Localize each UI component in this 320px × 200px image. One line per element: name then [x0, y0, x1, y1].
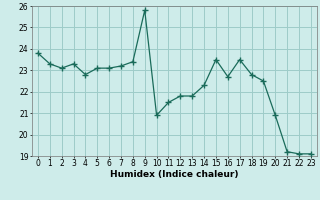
- X-axis label: Humidex (Indice chaleur): Humidex (Indice chaleur): [110, 170, 239, 179]
